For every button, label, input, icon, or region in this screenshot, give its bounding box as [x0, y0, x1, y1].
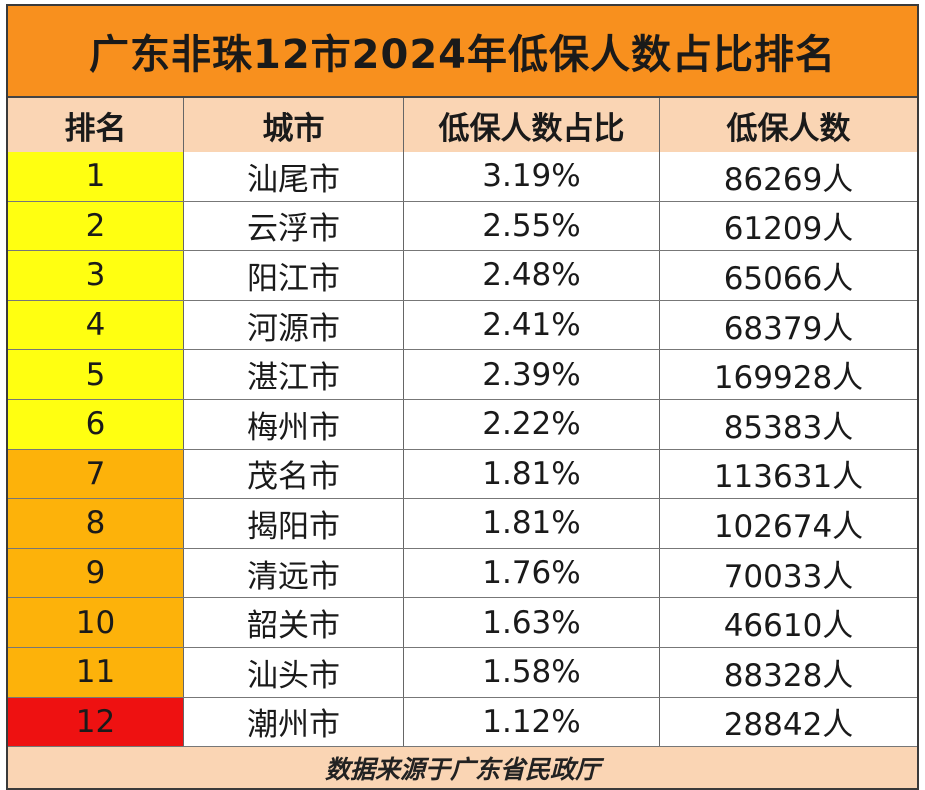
rank-cell: 6 — [8, 399, 184, 449]
city-cell: 云浮市 — [184, 201, 404, 251]
rank-cell: 4 — [8, 300, 184, 350]
rank-cell: 7 — [8, 449, 184, 499]
count-cell: 61209人 — [723, 211, 854, 248]
table-row: 12 潮州市 1.12% 28842人 — [8, 697, 917, 748]
ratio-cell: 1.12% — [404, 697, 660, 747]
rank-cell: 12 — [8, 697, 184, 747]
ratio-cell: 2.48% — [404, 251, 660, 300]
ratio-cell: 2.41% — [404, 300, 660, 350]
city-cell: 河源市 — [184, 300, 404, 350]
ratio-cell: 1.81% — [404, 449, 660, 499]
city-cell: 阳江市 — [184, 251, 404, 300]
count-cell: 88328人 — [723, 657, 854, 694]
table-row: 3 阳江市 2.48% 65066人 — [8, 251, 917, 301]
ratio-cell: 1.76% — [404, 548, 660, 598]
count-cell: 68379人 — [723, 310, 854, 347]
rank-cell: 10 — [8, 598, 184, 647]
header-count: 低保人数 — [726, 110, 851, 147]
table-row: 5 湛江市 2.39% 169928人 — [8, 350, 917, 400]
table-row: 7 茂名市 1.81% 113631人 — [8, 449, 917, 500]
count-cell: 113631人 — [713, 459, 864, 496]
header-city: 城市 — [184, 98, 404, 152]
city-cell: 汕头市 — [184, 647, 404, 697]
count-cell: 102674人 — [713, 508, 864, 545]
ratio-cell: 2.55% — [404, 201, 660, 251]
table-row: 6 梅州市 2.22% 85383人 — [8, 399, 917, 450]
count-cell: 28842人 — [723, 707, 854, 744]
ratio-cell: 2.22% — [404, 399, 660, 449]
city-cell: 梅州市 — [184, 399, 404, 449]
city-cell: 清远市 — [184, 548, 404, 598]
table-row: 11 汕头市 1.58% 88328人 — [8, 647, 917, 698]
table-row: 2 云浮市 2.55% 61209人 — [8, 201, 917, 252]
rank-cell: 8 — [8, 499, 184, 548]
count-cell: 65066人 — [723, 260, 854, 297]
count-cell: 46610人 — [723, 608, 854, 645]
ratio-cell: 1.63% — [404, 598, 660, 647]
count-cell: 169928人 — [713, 360, 864, 397]
ratio-cell: 3.19% — [404, 152, 660, 201]
table-row: 1 汕尾市 3.19% 86269人 — [8, 152, 917, 202]
table-row: 4 河源市 2.41% 68379人 — [8, 300, 917, 351]
header-row: 排名 城市 低保人数占比 低保人数 — [8, 98, 917, 154]
city-cell: 湛江市 — [184, 350, 404, 399]
rank-cell: 3 — [8, 251, 184, 300]
rank-cell: 1 — [8, 152, 184, 201]
city-cell: 揭阳市 — [184, 499, 404, 548]
header-ratio: 低保人数占比 — [404, 98, 660, 152]
header-rank: 排名 — [8, 98, 184, 152]
table-title: 广东非珠12市2024年低保人数占比排名 — [8, 6, 917, 98]
rank-cell: 9 — [8, 548, 184, 598]
count-cell: 70033人 — [723, 558, 854, 595]
city-cell: 茂名市 — [184, 449, 404, 499]
rank-cell: 2 — [8, 201, 184, 251]
count-cell: 86269人 — [723, 161, 854, 198]
ranking-table: 广东非珠12市2024年低保人数占比排名 排名 城市 低保人数占比 低保人数 1… — [6, 4, 919, 790]
city-cell: 汕尾市 — [184, 152, 404, 201]
source-note: 数据来源于广东省民政厅 — [8, 747, 917, 788]
table-row: 8 揭阳市 1.81% 102674人 — [8, 499, 917, 549]
ratio-cell: 1.58% — [404, 647, 660, 697]
count-cell: 85383人 — [723, 409, 854, 446]
ratio-cell: 2.39% — [404, 350, 660, 399]
ratio-cell: 1.81% — [404, 499, 660, 548]
rank-cell: 11 — [8, 647, 184, 697]
city-cell: 韶关市 — [184, 598, 404, 647]
table-row: 9 清远市 1.76% 70033人 — [8, 548, 917, 599]
table-body: 1 汕尾市 3.19% 86269人 2 云浮市 2.55% 61209人 3 … — [8, 152, 917, 748]
table-row: 10 韶关市 1.63% 46610人 — [8, 598, 917, 648]
rank-cell: 5 — [8, 350, 184, 399]
city-cell: 潮州市 — [184, 697, 404, 747]
